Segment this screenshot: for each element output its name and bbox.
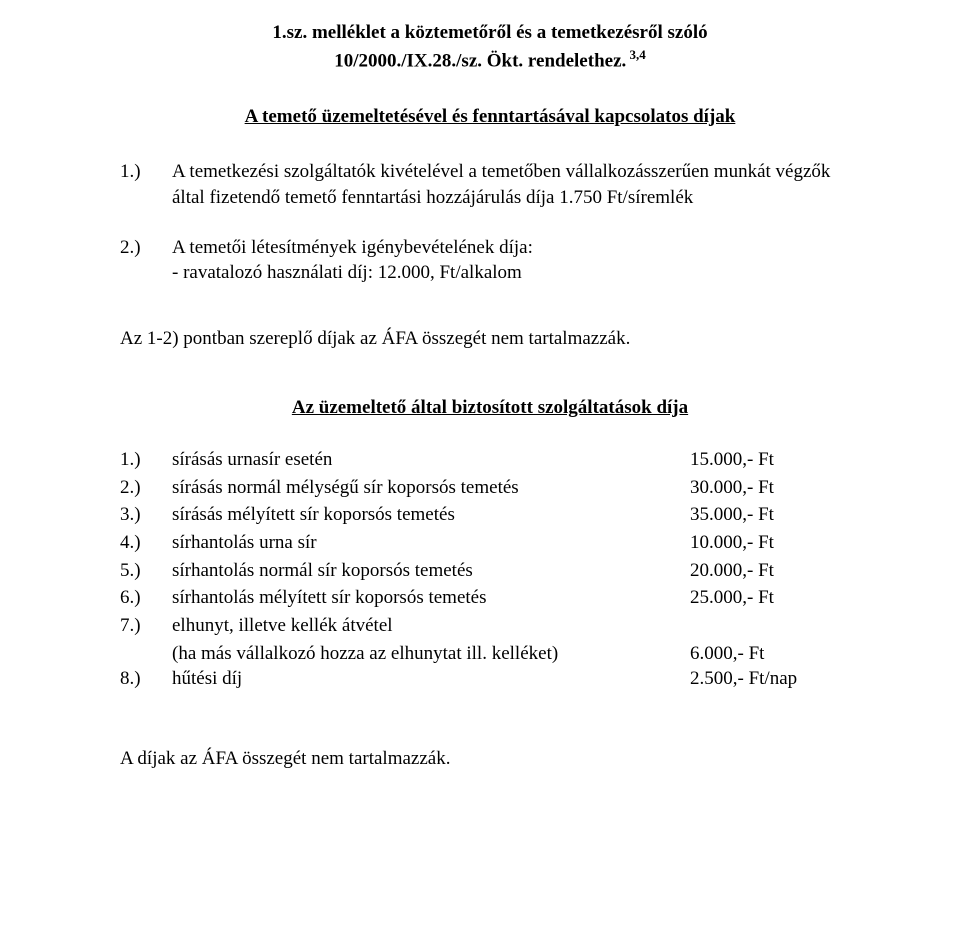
section1-heading: A temető üzemeltetésével és fenntartásáv… — [120, 104, 860, 130]
fee-row: 3.) sírásás mélyített sír koporsós temet… — [120, 502, 860, 528]
title-line-2: 10/2000./IX.28./sz. Ökt. rendelethez. 3,… — [120, 46, 860, 74]
fee-row: 7.) elhunyt, illetve kellék átvétel — [120, 613, 860, 639]
fee-sublabel: (ha más vállalkozó hozza az elhunytat il… — [172, 641, 690, 667]
footnote-reference: 3,4 — [626, 47, 646, 62]
fee-value — [690, 613, 860, 639]
item-number: 2.) — [120, 235, 172, 286]
fee-value: 20.000,- Ft — [690, 558, 860, 584]
item-text: A temetkezési szolgáltatók kivételével a… — [172, 159, 860, 210]
section1-item-1: 1.) A temetkezési szolgáltatók kivételév… — [120, 159, 860, 210]
fee-number: 7.) — [120, 613, 172, 639]
fee-row-7-subline: (ha más vállalkozó hozza az elhunytat il… — [120, 641, 860, 667]
fee-label: elhunyt, illetve kellék átvétel — [172, 613, 690, 639]
bottom-note: A díjak az ÁFA összegét nem tartalmazzák… — [120, 746, 860, 772]
fee-label: sírhantolás urna sír — [172, 530, 690, 556]
fee-row: 4.) sírhantolás urna sír 10.000,- Ft — [120, 530, 860, 556]
fee-label: sírhantolás normál sír koporsós temetés — [172, 558, 690, 584]
fee-number: 2.) — [120, 475, 172, 501]
item-text-line1: A temetői létesítmények igénybevételének… — [172, 237, 533, 258]
fee-value: 6.000,- Ft — [690, 641, 860, 667]
item-text-line2: - ravatalozó használati díj: 12.000, Ft/… — [172, 262, 522, 283]
document-title: 1.sz. melléklet a köztemetőről és a teme… — [120, 20, 860, 74]
fee-row: 8.) hűtési díj 2.500,- Ft/nap — [120, 666, 860, 692]
fee-row: 5.) sírhantolás normál sír koporsós teme… — [120, 558, 860, 584]
fee-label: sírásás normál mélységű sír koporsós tem… — [172, 475, 690, 501]
fee-number: 6.) — [120, 585, 172, 611]
fee-number: 4.) — [120, 530, 172, 556]
fee-label: sírásás mélyített sír koporsós temetés — [172, 502, 690, 528]
item-number: 1.) — [120, 159, 172, 210]
title-line-1: 1.sz. melléklet a köztemetőről és a teme… — [120, 20, 860, 46]
fee-number: 3.) — [120, 502, 172, 528]
fee-row: 1.) sírásás urnasír esetén 15.000,- Ft — [120, 447, 860, 473]
fee-number: 5.) — [120, 558, 172, 584]
fee-value: 2.500,- Ft/nap — [690, 666, 860, 692]
fee-value: 10.000,- Ft — [690, 530, 860, 556]
section1-item-2: 2.) A temetői létesítmények igénybevétel… — [120, 235, 860, 286]
fee-label: hűtési díj — [172, 666, 690, 692]
fee-row: 2.) sírásás normál mélységű sír koporsós… — [120, 475, 860, 501]
fee-number: 1.) — [120, 447, 172, 473]
fee-value: 35.000,- Ft — [690, 502, 860, 528]
fee-row: 6.) sírhantolás mélyített sír koporsós t… — [120, 585, 860, 611]
title-line-2-text: 10/2000./IX.28./sz. Ökt. rendelethez. — [334, 50, 626, 71]
fee-label: sírásás urnasír esetén — [172, 447, 690, 473]
fee-value: 15.000,- Ft — [690, 447, 860, 473]
fee-label: sírhantolás mélyített sír koporsós temet… — [172, 585, 690, 611]
section1-note: Az 1-2) pontban szereplő díjak az ÁFA ös… — [120, 326, 860, 352]
item-text: A temetői létesítmények igénybevételének… — [172, 235, 860, 286]
fee-value: 30.000,- Ft — [690, 475, 860, 501]
fee-value: 25.000,- Ft — [690, 585, 860, 611]
fee-number: 8.) — [120, 666, 172, 692]
section2-heading: Az üzemeltető által biztosított szolgált… — [120, 395, 860, 421]
